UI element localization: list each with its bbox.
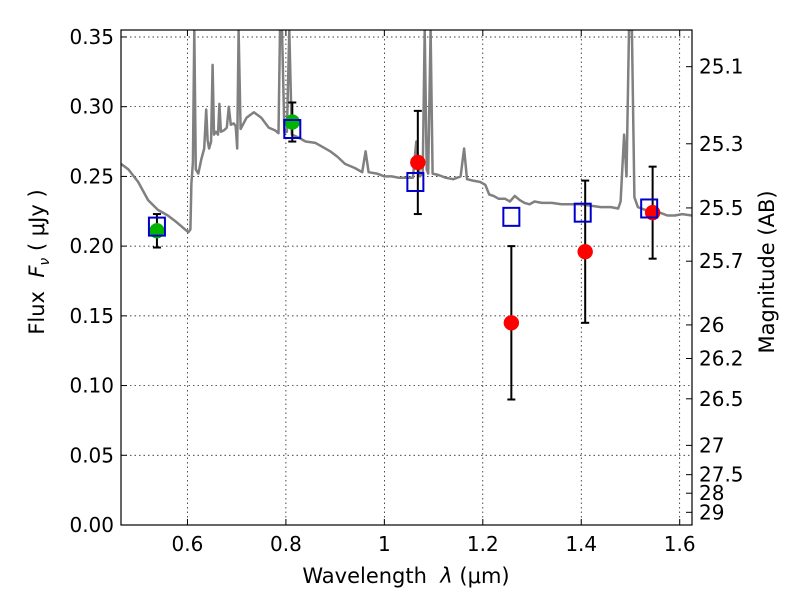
mag-tick-label: 26 (699, 313, 724, 337)
mag-tick-label: 25.1 (699, 55, 744, 79)
y-tick-label: 0.20 (69, 234, 114, 258)
model-square-marker (147, 216, 166, 237)
model-square-marker (283, 119, 302, 139)
plot-background (121, 30, 692, 525)
y-tick-label: 0.15 (69, 304, 114, 328)
mag-tick-label: 27 (699, 433, 724, 457)
x-tick-label: 1 (378, 532, 391, 556)
model-square-marker (573, 202, 592, 223)
x-tick-label: 1.4 (565, 532, 597, 556)
model-square-marker (502, 206, 521, 227)
observed-red-point (503, 315, 520, 331)
y-tick-label: 0.30 (69, 95, 114, 119)
y-tick-label: 0.00 (69, 513, 114, 537)
y-tick-label: 0.05 (69, 443, 114, 467)
axis-ticks: 0.6 0.8 1 1.2 1.4 1.6 0.00 0.05 0.10 0.15 0.20 0.25… (69, 25, 743, 556)
mag-tick-label: 28 (699, 481, 724, 505)
spectrum-line (121, 30, 692, 234)
x-tick-label: 0.8 (270, 532, 302, 556)
y-tick-label: 0.10 (69, 374, 114, 398)
model-square-marker (640, 198, 659, 219)
data-markers (147, 114, 661, 331)
x-axis-label: Wavelength λ (μm) (302, 564, 509, 588)
observed-green-point (284, 114, 301, 130)
model-square-marker (406, 171, 425, 192)
mag-tick-label: 25.3 (699, 132, 744, 156)
mag-tick-label: 27.5 (699, 463, 744, 487)
y-tick-label: 0.25 (69, 164, 114, 188)
model-spectrum (121, 30, 692, 234)
mag-tick-label: 26.2 (699, 347, 744, 371)
plot-frame (120, 29, 693, 526)
y-axis-label-left: Flux Fν ( μJy ) (25, 189, 53, 334)
mag-tick-label: 25.5 (699, 196, 744, 220)
y-axis-label-right: Magnitude (AB) (755, 190, 779, 353)
x-tick-label: 1.2 (467, 532, 499, 556)
mag-tick-label: 25.7 (699, 249, 744, 273)
x-tick-label: 0.6 (172, 532, 204, 556)
y-tick-label: 0.35 (69, 25, 114, 49)
x-tick-label: 1.6 (664, 532, 696, 556)
observed-red-point (410, 154, 426, 171)
mag-tick-label: 26.5 (699, 387, 744, 411)
mag-tick-label: 29 (699, 500, 724, 524)
observed-red-point (577, 243, 593, 260)
